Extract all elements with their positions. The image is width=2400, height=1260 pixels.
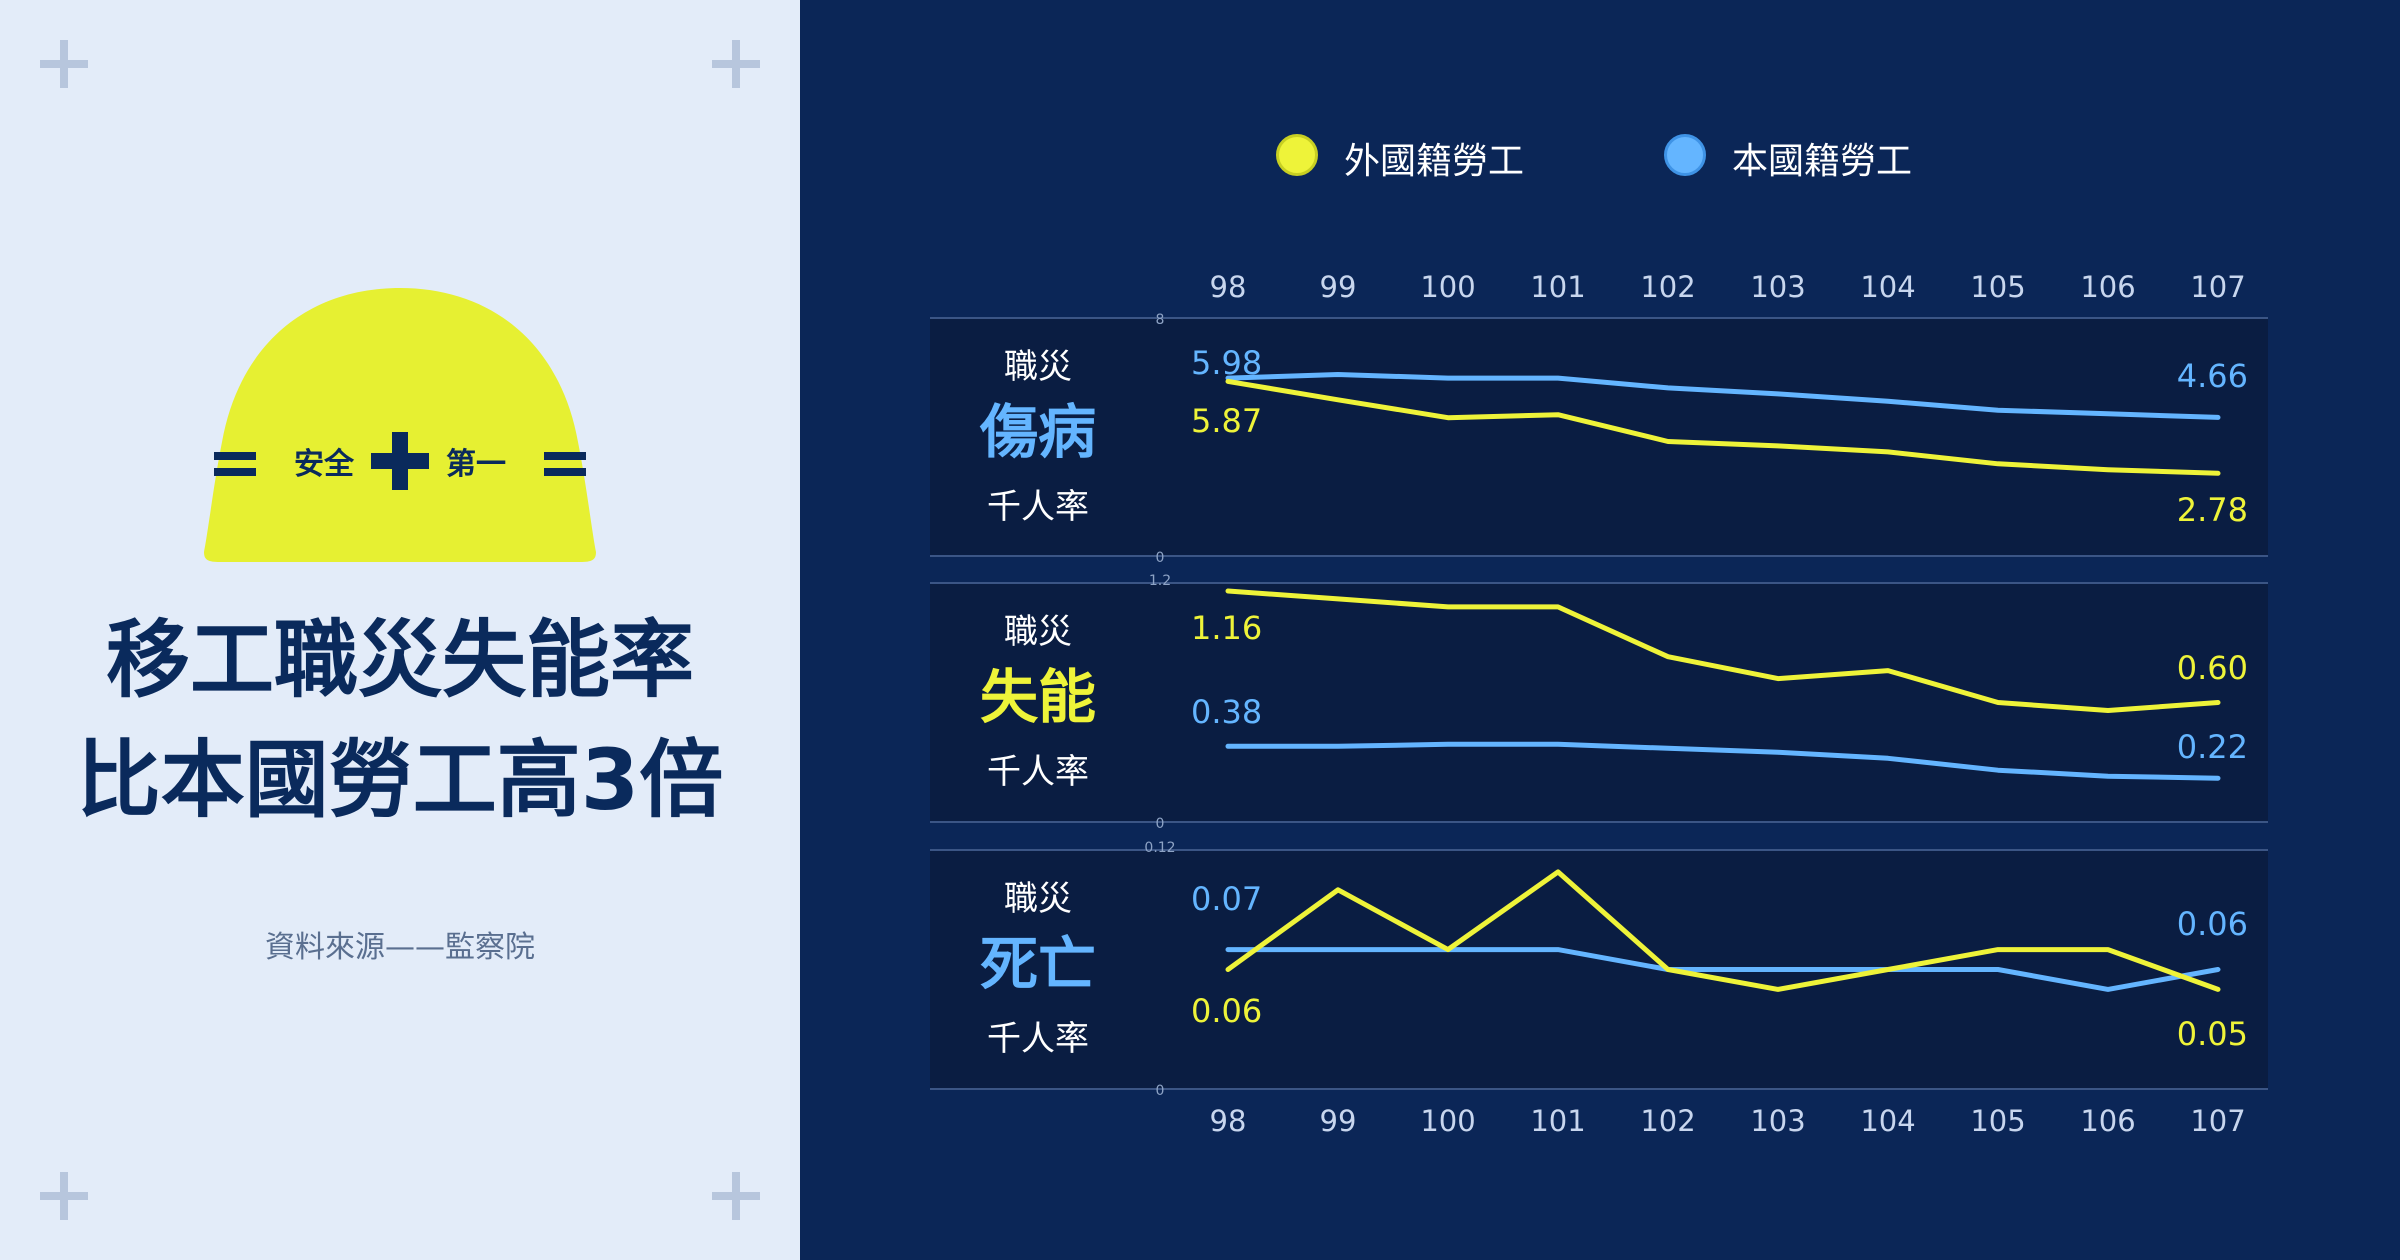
x-tick-label-top: 106 (2080, 270, 2135, 304)
row-label-bottom: 千人率 (987, 1019, 1089, 1059)
helmet-icon: 安全 第一 (204, 288, 596, 562)
end-value-label-domestic: 0.22 (2177, 728, 2248, 766)
x-tick-label-top: 107 (2190, 270, 2245, 304)
series-line-foreign (1225, 588, 2221, 713)
x-tick-label-bottom: 103 (1750, 1104, 1805, 1138)
end-value-label-domestic: 0.06 (2177, 905, 2248, 943)
series-line-domestic (1225, 947, 2221, 992)
plus-icon (712, 40, 760, 88)
row-title: 死亡 (980, 930, 1096, 998)
source-note: 資料來源——監察院 (265, 930, 535, 965)
y-tick-label-min: 0 (1156, 816, 1165, 832)
row-label-top: 職災 (1004, 612, 1072, 652)
headline: 移工職災失能率 比本國勞工高3倍 (0, 600, 800, 840)
chart-row-panel (930, 850, 2268, 1089)
x-tick-label-top: 101 (1530, 270, 1585, 304)
x-tick-label-bottom: 101 (1530, 1104, 1585, 1138)
y-tick-label-min: 0 (1156, 1083, 1165, 1099)
plus-icon (40, 40, 88, 88)
start-value-label-domestic: 0.38 (1191, 693, 1262, 731)
helmet-text-left: 安全 (294, 447, 355, 482)
end-value-label-domestic: 4.66 (2177, 357, 2248, 395)
start-value-label-foreign: 1.16 (1191, 609, 1262, 647)
x-tick-label-top: 103 (1750, 270, 1805, 304)
start-value-label-foreign: 5.87 (1191, 402, 1262, 440)
start-value-label-foreign: 0.06 (1191, 992, 1262, 1030)
y-tick-label-max: 0.12 (1144, 840, 1175, 856)
end-value-label-foreign: 0.60 (2177, 649, 2248, 687)
x-tick-label-top: 102 (1640, 270, 1695, 304)
left-panel: 安全 第一 移工職災失能率 比本國勞工高3倍 資料來源——監察院 (0, 0, 800, 1260)
headline-line-2: 比本國勞工高3倍 (76, 731, 724, 829)
row-label-bottom: 千人率 (987, 752, 1089, 792)
plus-icon (40, 1172, 88, 1220)
legend-label-domestic: 本國籍勞工 (1732, 141, 1913, 182)
series-line-domestic (1225, 372, 2221, 420)
helmet-text-right: 第一 (446, 447, 506, 482)
x-tick-label-top: 98 (1210, 270, 1247, 304)
chart-row-panel (930, 583, 2268, 822)
start-value-label-domestic: 0.07 (1191, 880, 1262, 918)
series-line-foreign (1225, 869, 2221, 992)
row-label-top: 職災 (1004, 347, 1072, 387)
x-tick-label-bottom: 106 (2080, 1104, 2135, 1138)
y-tick-label-min: 0 (1156, 550, 1165, 566)
x-tick-label-bottom: 107 (2190, 1104, 2245, 1138)
plus-icon (712, 1172, 760, 1220)
x-tick-label-bottom: 99 (1320, 1104, 1357, 1138)
row-label-bottom: 千人率 (987, 487, 1089, 527)
end-value-label-foreign: 0.05 (2177, 1015, 2248, 1053)
end-value-label-foreign: 2.78 (2177, 491, 2248, 529)
headline-line-1: 移工職災失能率 (105, 611, 694, 709)
x-tick-label-bottom: 105 (1970, 1104, 2025, 1138)
row-title: 失能 (980, 663, 1096, 731)
row-label-top: 職災 (1004, 879, 1072, 919)
x-tick-label-bottom: 102 (1640, 1104, 1695, 1138)
series-line-domestic (1225, 741, 2221, 781)
legend-dot-domestic (1664, 134, 1706, 176)
start-value-label-domestic: 5.98 (1191, 344, 1262, 382)
x-tick-label-top: 104 (1860, 270, 1915, 304)
x-tick-label-bottom: 104 (1860, 1104, 1915, 1138)
legend-dot-foreign (1276, 134, 1318, 176)
x-tick-label-bottom: 100 (1420, 1104, 1475, 1138)
x-tick-label-top: 105 (1970, 270, 2025, 304)
x-tick-label-top: 100 (1420, 270, 1475, 304)
chart-row-panel (930, 318, 2268, 556)
row-title: 傷病 (979, 398, 1096, 466)
legend-label-foreign: 外國籍勞工 (1344, 141, 1525, 182)
x-tick-label-top: 99 (1320, 270, 1357, 304)
series-line-foreign (1225, 378, 2221, 476)
y-tick-label-max: 1.2 (1149, 573, 1171, 589)
x-tick-label-bottom: 98 (1210, 1104, 1247, 1138)
y-tick-label-max: 8 (1156, 312, 1165, 328)
